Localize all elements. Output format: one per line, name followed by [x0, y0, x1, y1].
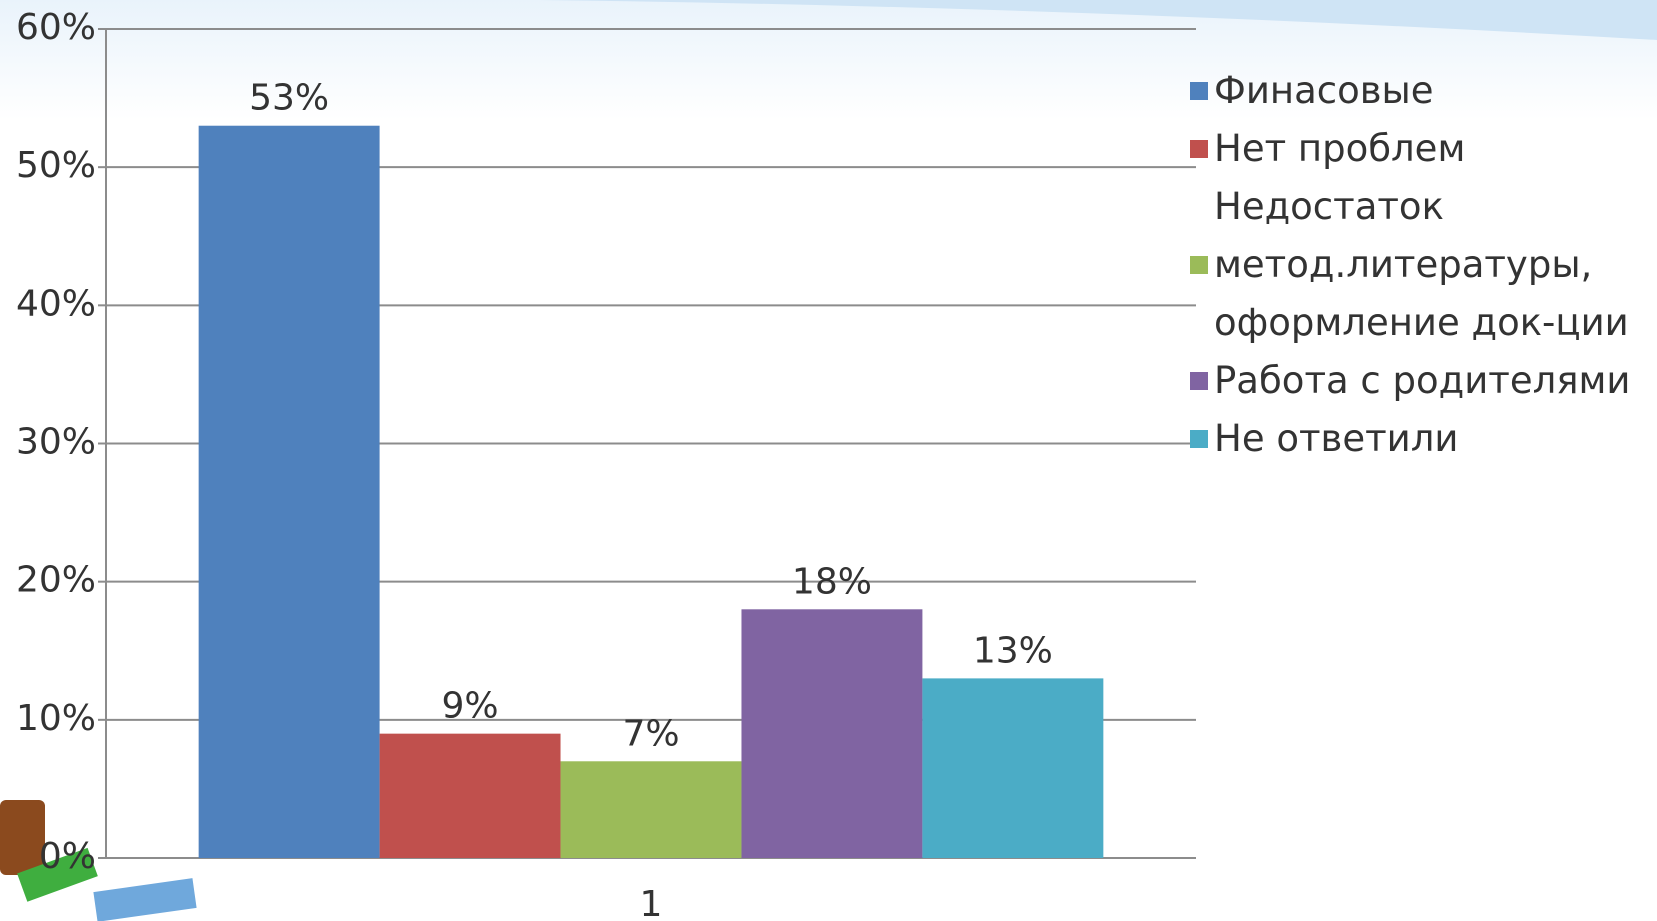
- bar: [198, 125, 380, 858]
- legend-label: Работа с родителями: [1214, 359, 1631, 402]
- data-label: 53%: [249, 78, 329, 119]
- y-tick-label: 50%: [16, 145, 96, 186]
- legend-item: Нет проблем: [1190, 120, 1650, 178]
- legend-swatch: [1190, 140, 1208, 158]
- legend-swatch: [1190, 372, 1208, 390]
- bar: [922, 678, 1104, 858]
- y-tick-label: 0%: [39, 836, 96, 877]
- data-label: 7%: [622, 713, 679, 754]
- clipart: [0, 800, 197, 921]
- data-label: 9%: [441, 686, 498, 727]
- y-tick-label: 20%: [16, 560, 96, 601]
- legend: Финасовые Нет проблем Недостаток метод.лит…: [1190, 62, 1650, 468]
- legend-item: Недостаток метод.литературы, оформление …: [1190, 178, 1650, 352]
- data-label: 13%: [973, 630, 1053, 671]
- x-tick-label: 1: [640, 884, 663, 921]
- legend-label: Нет проблем: [1214, 127, 1466, 170]
- legend-label: Не ответили: [1214, 417, 1459, 460]
- legend-swatch: [1190, 256, 1208, 274]
- bar: [560, 761, 742, 858]
- legend-swatch: [1190, 82, 1208, 100]
- decor-swoosh: [0, 0, 1657, 40]
- legend-item: Не ответили: [1190, 410, 1650, 468]
- legend-item: Финасовые: [1190, 62, 1650, 120]
- y-tick-label: 10%: [16, 698, 96, 739]
- y-tick-label: 40%: [16, 283, 96, 324]
- bar: [379, 733, 561, 858]
- legend-swatch: [1190, 430, 1208, 448]
- y-tick-label: 30%: [16, 422, 96, 463]
- bar: [741, 609, 923, 858]
- legend-label: Финасовые: [1214, 69, 1434, 112]
- data-label: 18%: [792, 561, 872, 602]
- legend-label: Недостаток метод.литературы, оформление …: [1214, 185, 1629, 344]
- y-tick-label: 60%: [16, 7, 96, 48]
- legend-item: Работа с родителями: [1190, 352, 1650, 410]
